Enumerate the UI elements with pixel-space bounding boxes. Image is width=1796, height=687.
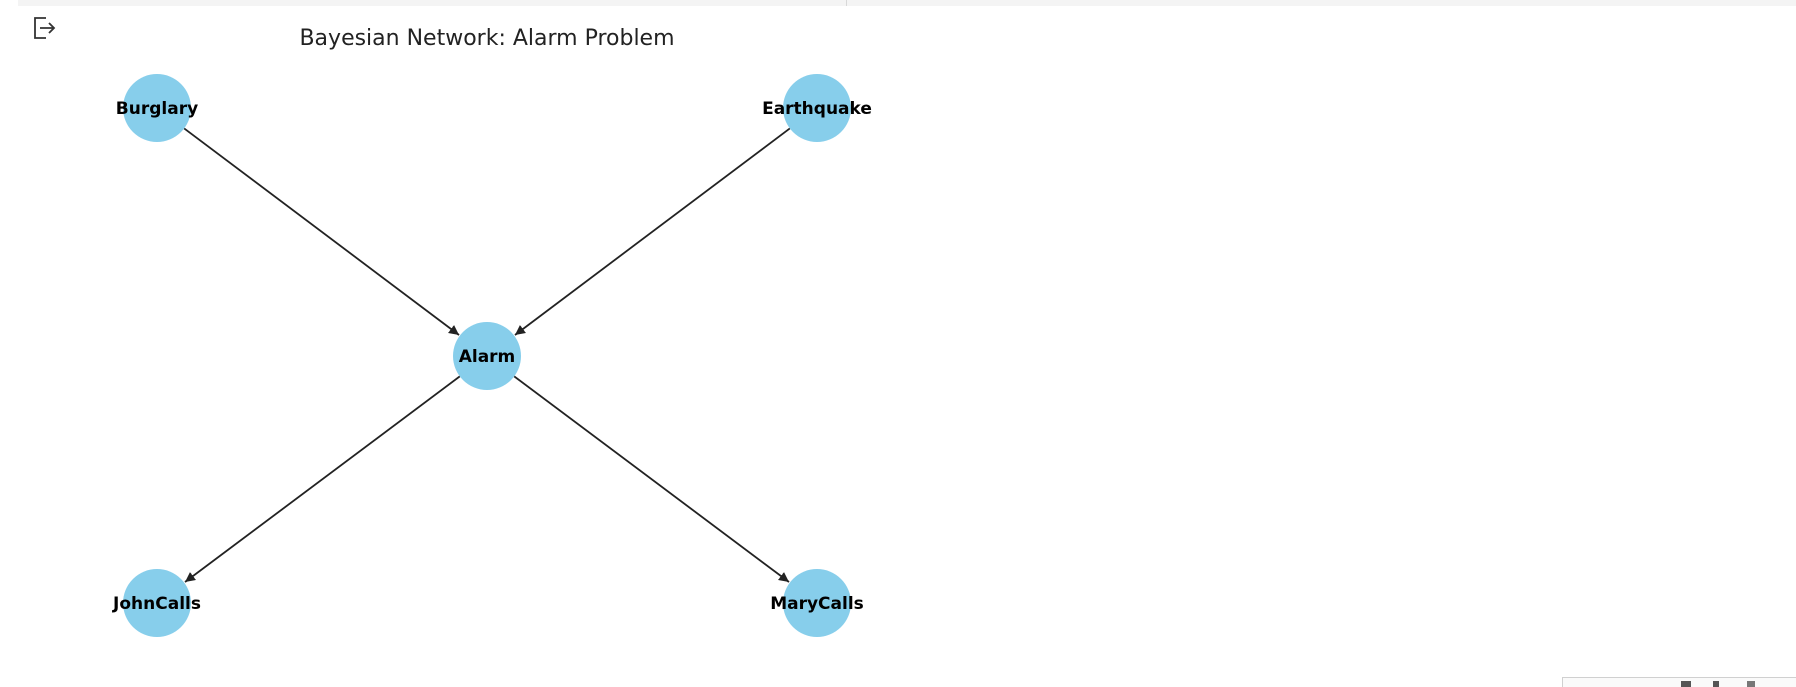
node-label: MaryCalls	[770, 594, 864, 614]
toolbar-copy-icon[interactable]	[1747, 681, 1755, 687]
node-circle	[123, 74, 191, 142]
nodes-layer: Burglary Earthquake Alarm JohnCalls MaryCall…	[112, 74, 872, 637]
edge-alarm-to-marycalls	[513, 375, 790, 583]
node-label: Burglary	[116, 99, 198, 119]
node-label: Earthquake	[762, 99, 872, 119]
node-johncalls: JohnCalls	[112, 569, 201, 637]
notebook-cell-top-strip	[18, 0, 1796, 6]
node-label: JohnCalls	[112, 594, 201, 614]
node-circle	[783, 569, 851, 637]
toolbar-save-icon[interactable]	[1681, 681, 1691, 687]
edges-layer	[183, 127, 791, 583]
bottom-toolbar	[1562, 677, 1796, 687]
node-circle	[783, 74, 851, 142]
cell-divider	[846, 0, 847, 6]
node-circle	[453, 322, 521, 390]
node-label: Alarm	[459, 347, 516, 367]
node-alarm: Alarm	[453, 322, 521, 390]
edge-earthquake-to-alarm	[514, 127, 791, 336]
node-circle	[123, 569, 191, 637]
node-earthquake: Earthquake	[762, 74, 872, 142]
edge-alarm-to-johncalls	[184, 375, 461, 583]
export-icon[interactable]	[30, 14, 58, 42]
edge-burglary-to-alarm	[183, 127, 460, 336]
diagram-title: Bayesian Network: Alarm Problem	[299, 26, 674, 51]
toolbar-download-icon[interactable]	[1713, 681, 1719, 687]
node-burglary: Burglary	[116, 74, 198, 142]
node-marycalls: MaryCalls	[770, 569, 864, 637]
